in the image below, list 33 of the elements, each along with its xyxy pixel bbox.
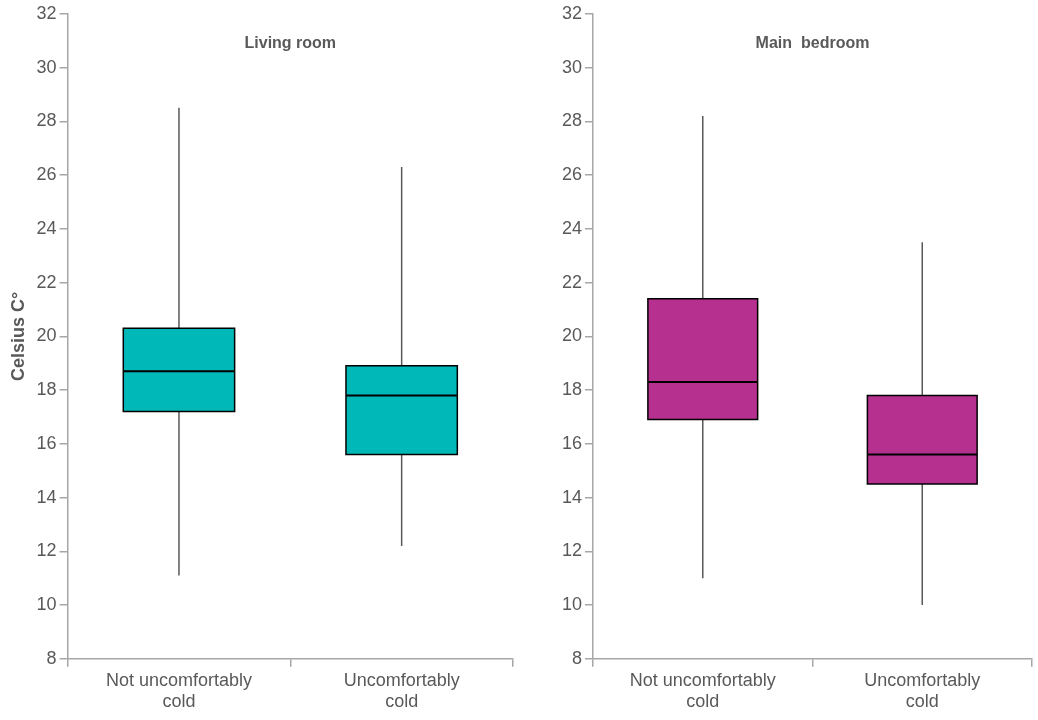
y-tick-label: 32	[36, 2, 57, 23]
x-tick-label: Uncomfortably cold	[864, 669, 981, 712]
y-tick-label: 22	[561, 271, 583, 292]
y-tick-label: 24	[561, 217, 583, 238]
y-tick-label: 14	[561, 486, 583, 507]
y-tick-label: 30	[36, 56, 57, 77]
x-tick-label: Not uncomfortably cold	[629, 669, 776, 712]
y-tick-label: 14	[36, 486, 57, 507]
y-tick-label: 22	[36, 271, 57, 292]
y-tick-label: 20	[36, 325, 57, 346]
y-tick-label: 12	[561, 540, 583, 561]
y-tick-label: 16	[561, 432, 583, 453]
y-tick-label: 18	[36, 379, 57, 400]
y-tick-label: 8	[572, 647, 583, 668]
y-tick-label: 32	[561, 2, 583, 23]
y-tick-label: 8	[46, 647, 57, 668]
y-tick-label: 28	[36, 110, 57, 131]
y-tick-label: 20	[561, 325, 583, 346]
y-tick-label: 30	[561, 56, 583, 77]
y-tick-label: 24	[36, 217, 57, 238]
y-tick-label: 18	[561, 379, 583, 400]
y-tick-label: 10	[36, 594, 57, 615]
x-tick-label: Uncomfortably cold	[343, 669, 460, 712]
y-tick-label: 12	[36, 540, 57, 561]
y-tick-label: 10	[561, 594, 583, 615]
y-tick-label: 16	[36, 432, 57, 453]
text: Main bedroom	[755, 34, 870, 52]
y-tick-label: 26	[36, 164, 57, 185]
y-tick-label: 26	[561, 164, 583, 185]
y-tick-label: 28	[561, 110, 583, 131]
y-axis-title: Celsius C°	[7, 291, 28, 381]
x-tick-label: Not uncomfortably cold	[105, 669, 253, 712]
text: Living room	[244, 34, 337, 52]
